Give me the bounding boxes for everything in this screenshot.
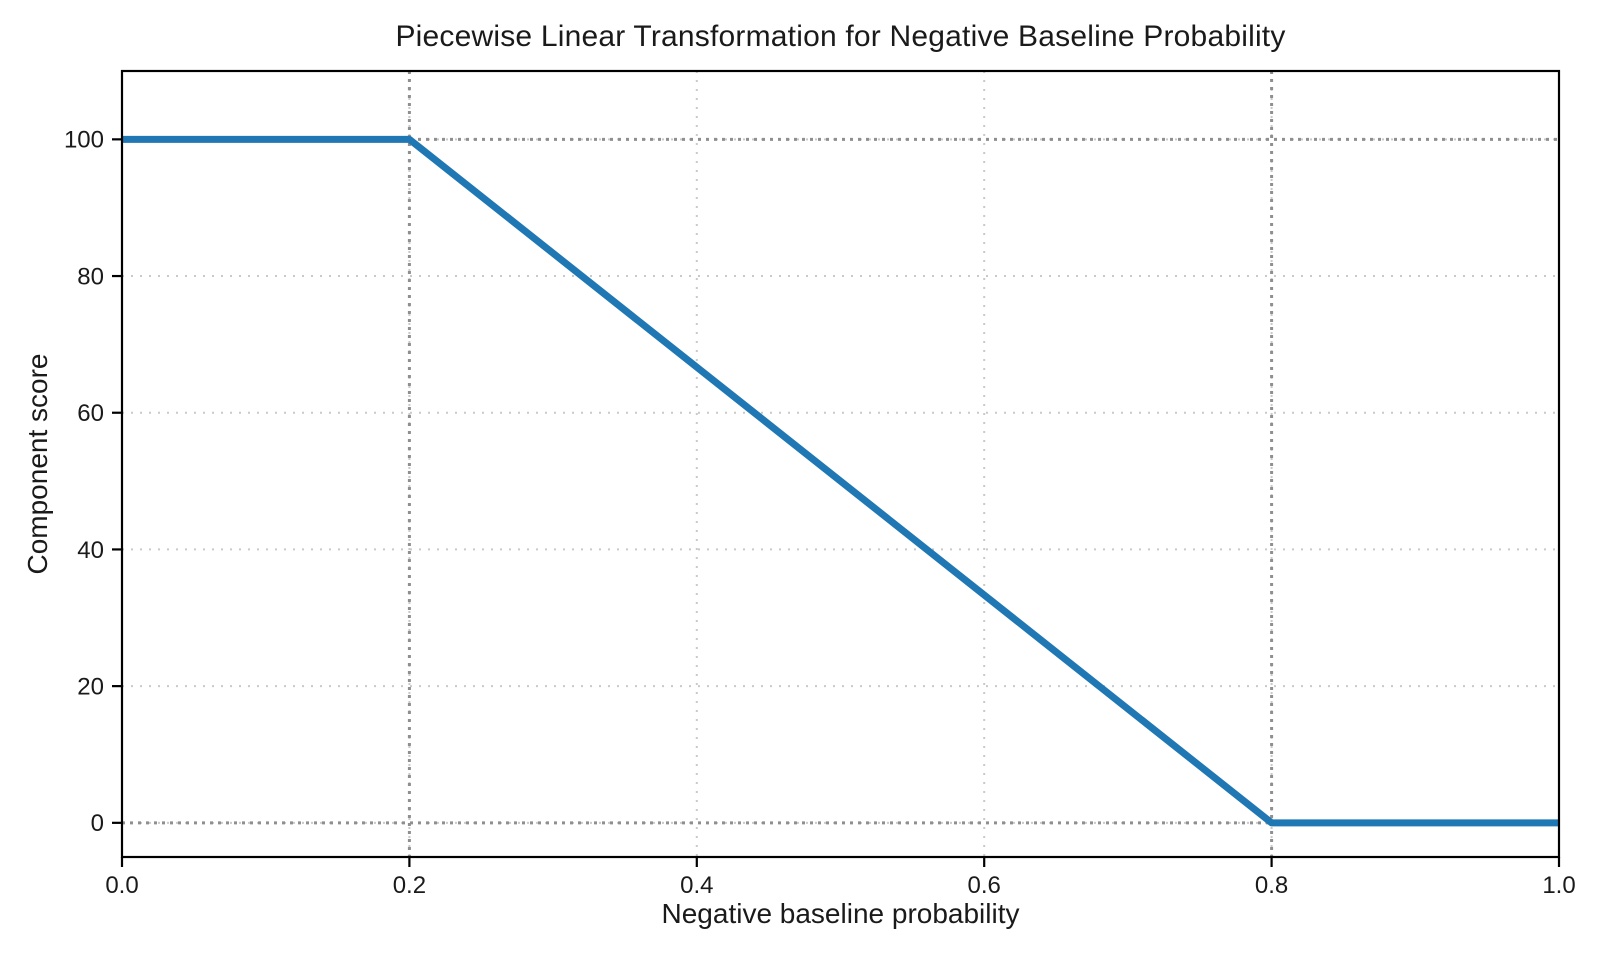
y-tick-label: 80 [77, 263, 104, 290]
y-tick-label: 40 [77, 537, 104, 564]
x-tick-label: 0.0 [105, 872, 138, 899]
x-tick-label: 1.0 [1542, 872, 1575, 899]
chart-title: Piecewise Linear Transformation for Nega… [395, 20, 1286, 53]
y-axis-label: Component score [22, 353, 53, 575]
y-tick-label: 20 [77, 674, 104, 701]
y-tick-label: 60 [77, 400, 104, 427]
x-axis-label: Negative baseline probability [661, 898, 1020, 929]
y-tick-label: 100 [64, 127, 104, 154]
y-tick-label: 0 [91, 810, 104, 837]
x-tick-label: 0.4 [680, 872, 713, 899]
x-tick-label: 0.8 [1255, 872, 1288, 899]
series-line-component-score-curve [122, 135, 1559, 827]
x-tick-label: 0.2 [393, 872, 426, 899]
x-tick-label: 0.6 [968, 872, 1001, 899]
plot-spines [120, 69, 1561, 859]
